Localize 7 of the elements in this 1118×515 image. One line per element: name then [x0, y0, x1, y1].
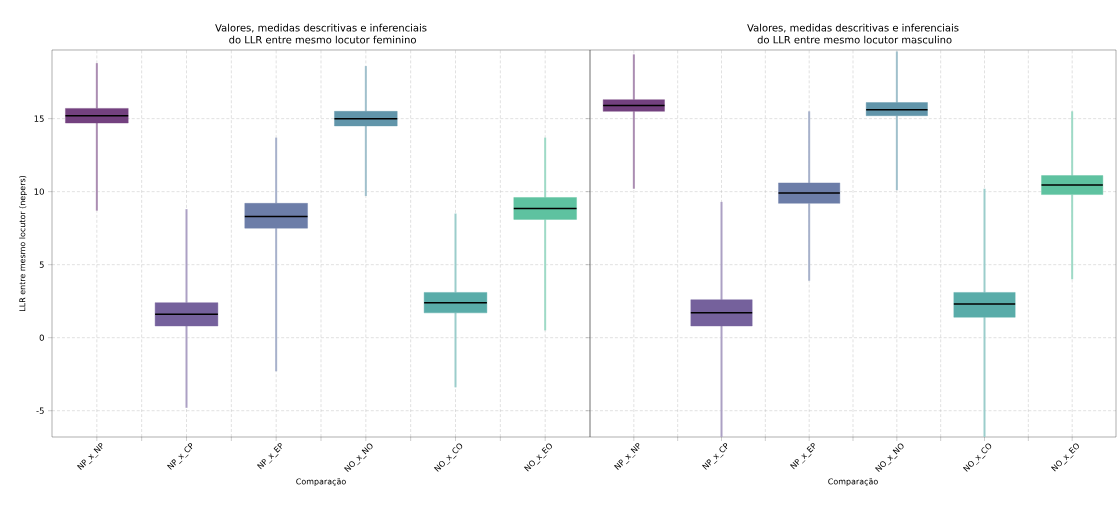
y-tick-label: 0 — [39, 334, 44, 341]
chart-title: Valores, medidas descritivas e inferenciais do LLR entre mesmo locutor masculino — [747, 23, 959, 44]
y-tick-label: 10 — [34, 188, 44, 195]
chart-title: Valores, medidas descritivas e inferenciais do LLR entre mesmo locutor feminino — [215, 23, 427, 44]
y-tick-label: 5 — [39, 261, 44, 268]
y-tick-label: -5 — [36, 407, 44, 414]
y-tick-label: 15 — [34, 115, 44, 122]
